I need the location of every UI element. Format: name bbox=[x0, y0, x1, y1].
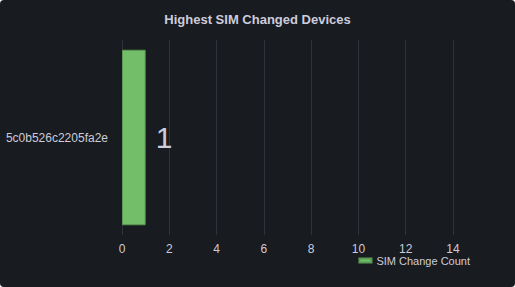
svg-text:4: 4 bbox=[213, 242, 220, 256]
svg-text:12: 12 bbox=[399, 242, 413, 256]
svg-text:8: 8 bbox=[308, 242, 315, 256]
svg-text:0: 0 bbox=[119, 242, 126, 256]
svg-text:6: 6 bbox=[261, 242, 268, 256]
svg-text:SIM Change Count: SIM Change Count bbox=[376, 255, 470, 267]
svg-text:1: 1 bbox=[156, 121, 173, 154]
svg-text:10: 10 bbox=[352, 242, 366, 256]
svg-text:Highest SIM Changed Devices: Highest SIM Changed Devices bbox=[164, 12, 350, 27]
svg-text:5c0b526c2205fa2e: 5c0b526c2205fa2e bbox=[6, 131, 108, 145]
svg-text:2: 2 bbox=[166, 242, 173, 256]
svg-text:14: 14 bbox=[446, 242, 460, 256]
